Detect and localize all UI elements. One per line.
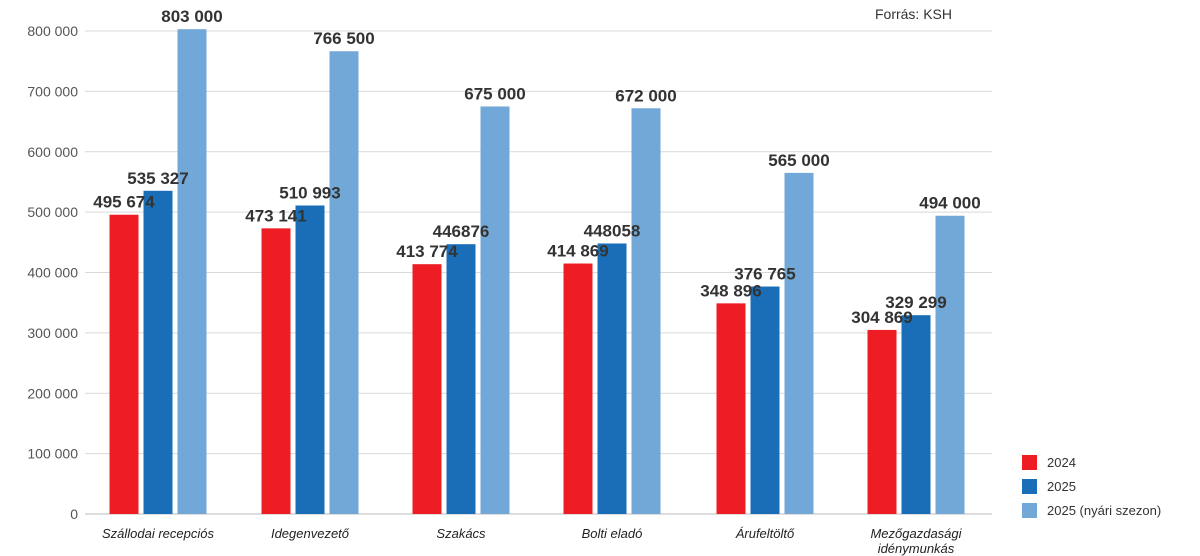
data-label: 510 993 — [279, 183, 340, 202]
bar — [867, 329, 897, 514]
legend-item-2025-summer: 2025 (nyári szezon) — [1022, 498, 1161, 522]
x-tick-label: Bolti eladó — [582, 526, 643, 541]
x-tick-label: Szakács — [436, 526, 486, 541]
legend-label-2025-summer: 2025 (nyári szezon) — [1047, 502, 1162, 518]
x-tick-label: idénymunkás — [878, 541, 955, 556]
legend: 2024 2025 2025 (nyári szezon) — [1022, 450, 1161, 522]
x-tick-label: Idegenvezető — [271, 526, 350, 541]
bar — [716, 303, 746, 514]
bar — [631, 108, 661, 514]
legend-swatch-2025-summer — [1022, 502, 1037, 518]
y-tick-label: 400 000 — [27, 265, 78, 281]
bar — [901, 315, 931, 514]
legend-item-2025: 2025 — [1022, 474, 1161, 498]
legend-item-2024: 2024 — [1022, 450, 1161, 474]
x-tick-label: Árufeltöltő — [735, 526, 795, 541]
bar — [563, 263, 593, 514]
data-label: 376 765 — [734, 265, 795, 284]
bar — [446, 244, 476, 514]
source-note: Forrás: KSH — [874, 6, 952, 22]
data-label: 535 327 — [127, 169, 188, 188]
bar — [329, 51, 359, 515]
bar — [177, 29, 207, 514]
data-label: 565 000 — [768, 151, 829, 170]
bar — [295, 205, 325, 514]
x-tick-label: Mezőgazdasági — [870, 526, 962, 541]
legend-swatch-2024 — [1022, 454, 1037, 470]
bar — [480, 106, 510, 514]
data-label: 672 000 — [615, 86, 676, 105]
y-tick-label: 0 — [70, 506, 78, 522]
data-label: 446876 — [433, 222, 490, 241]
y-tick-label: 300 000 — [27, 325, 78, 341]
y-tick-label: 200 000 — [27, 385, 78, 401]
x-tick-label: Szállodai recepciós — [102, 526, 215, 541]
y-tick-label: 600 000 — [27, 144, 78, 160]
bar — [261, 228, 291, 514]
data-label: 348 896 — [700, 281, 761, 300]
y-tick-label: 500 000 — [27, 204, 78, 220]
data-label: 473 141 — [245, 206, 306, 225]
data-label: 413 774 — [396, 242, 458, 261]
y-tick-label: 100 000 — [27, 446, 78, 462]
data-label: 494 000 — [919, 194, 980, 213]
bar — [784, 172, 814, 514]
legend-label-2024: 2024 — [1047, 454, 1076, 470]
data-label: 675 000 — [464, 84, 525, 103]
bar — [412, 264, 442, 514]
data-label: 766 500 — [313, 29, 374, 48]
y-tick-label: 700 000 — [27, 83, 78, 99]
data-label: 803 000 — [161, 7, 222, 26]
data-label: 304 869 — [851, 308, 912, 327]
bar — [935, 215, 965, 514]
y-tick-label: 800 000 — [27, 23, 78, 39]
legend-swatch-2025 — [1022, 478, 1037, 494]
bar — [143, 190, 173, 514]
data-label: 329 299 — [885, 293, 946, 312]
bar — [109, 214, 139, 514]
data-label: 495 674 — [93, 193, 155, 212]
bar — [597, 243, 627, 514]
data-label: 448058 — [584, 221, 641, 240]
legend-label-2025: 2025 — [1047, 478, 1076, 494]
bar — [750, 286, 780, 514]
data-label: 414 869 — [547, 242, 608, 261]
